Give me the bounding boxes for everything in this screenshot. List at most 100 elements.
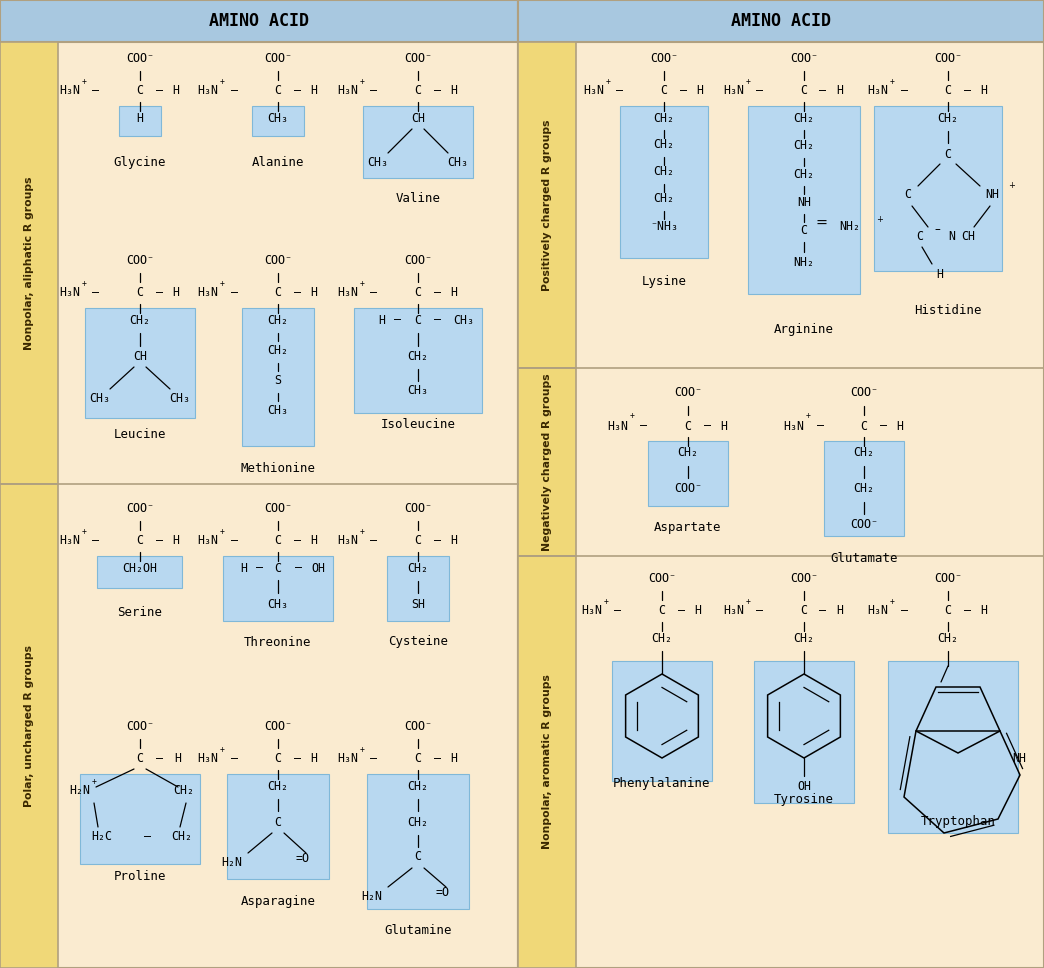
Text: H₃N: H₃N [867,604,888,618]
Text: Arginine: Arginine [774,322,834,336]
Bar [119,106,161,136]
Text: COO⁻: COO⁻ [126,51,155,65]
Text: C: C [945,84,951,98]
Text: CH₂: CH₂ [938,631,958,645]
Text: Histidine: Histidine [915,305,981,318]
Text: CH₃: CH₃ [453,314,475,326]
Text: Polar, uncharged R groups: Polar, uncharged R groups [24,645,34,807]
Text: Cysteine: Cysteine [388,634,448,648]
Text: –: – [680,84,687,98]
Text: H: H [310,534,317,548]
Text: CH₃: CH₃ [448,157,469,169]
Text: C: C [275,287,282,299]
Text: Valine: Valine [396,193,441,205]
Text: CH₂: CH₂ [171,831,192,843]
Text: +: + [746,76,751,85]
Text: CH: CH [133,349,147,362]
Text: COO⁻: COO⁻ [674,482,702,496]
Text: H: H [720,419,728,433]
Text: H₂N: H₂N [69,784,90,798]
Text: H: H [451,84,457,98]
Text: H: H [836,604,844,618]
Text: C: C [414,287,422,299]
Text: –: – [433,534,441,548]
Text: H₃N: H₃N [197,534,218,548]
Text: H: H [379,314,385,326]
Text: –: – [615,604,621,618]
Text: H₃N: H₃N [783,419,804,433]
Text: –: – [757,84,763,98]
Text: =O: =O [295,853,309,865]
Text: H: H [310,287,317,299]
Text: +: + [360,527,364,535]
Bar [387,556,449,621]
Bar [0,42,58,484]
Text: C: C [414,314,422,326]
Text: H₃N: H₃N [60,534,80,548]
Text: SH: SH [411,597,425,611]
Text: COO⁻: COO⁻ [790,51,818,65]
Text: CH₃: CH₃ [267,597,288,611]
Text: C: C [137,534,143,548]
Text: +: + [806,411,811,420]
Text: H: H [451,287,457,299]
Bar [354,308,482,413]
Bar [367,774,469,909]
Text: H: H [174,752,182,766]
Text: COO⁻: COO⁻ [264,719,292,733]
Text: Aspartate: Aspartate [655,522,721,534]
Text: –: – [901,604,907,618]
Text: CH₂: CH₂ [654,193,674,205]
Text: ⁻NH₃: ⁻NH₃ [650,220,678,232]
Text: C: C [801,84,807,98]
Text: H: H [451,534,457,548]
Text: CH₃: CH₃ [267,111,288,125]
Bar [748,106,860,294]
Text: C: C [275,561,282,574]
Text: +: + [220,744,224,753]
Text: CH₃: CH₃ [367,157,388,169]
Text: CH₃: CH₃ [407,384,428,398]
Bar [620,106,708,258]
Text: COO⁻: COO⁻ [850,386,878,400]
Bar [824,441,904,536]
Text: CH₂: CH₂ [407,779,428,793]
Bar [754,661,854,803]
Text: –: – [395,314,402,326]
Text: +: + [220,279,224,287]
Text: +: + [92,776,97,785]
Text: H₃N: H₃N [337,534,358,548]
Text: CH₂: CH₂ [793,139,814,153]
Bar [80,774,200,864]
Text: CH₂: CH₂ [173,784,194,798]
Text: –: – [293,84,301,98]
Text: –: – [434,314,442,326]
Text: =O: =O [435,887,449,899]
Text: H: H [172,534,180,548]
Text: C: C [414,84,422,98]
Text: Nonpolar, aliphatic R groups: Nonpolar, aliphatic R groups [24,176,34,349]
Text: Threonine: Threonine [244,637,312,650]
Text: COO⁻: COO⁻ [404,501,432,515]
Text: C: C [685,419,691,433]
Text: +: + [220,76,224,85]
Text: –: – [156,287,163,299]
Text: –: – [641,419,647,433]
Text: CH₂: CH₂ [129,314,150,326]
Text: Nonpolar, aromatic R groups: Nonpolar, aromatic R groups [542,675,552,850]
Text: +: + [82,279,87,287]
Text: H₃N: H₃N [723,604,744,618]
Text: –: – [144,831,151,843]
Text: Proline: Proline [114,870,166,884]
Text: +: + [746,596,751,606]
Text: H₃N: H₃N [197,752,218,766]
Text: Leucine: Leucine [114,429,166,441]
Text: COO⁻: COO⁻ [264,254,292,266]
Text: –: – [257,561,263,574]
Text: NH: NH [1012,752,1026,766]
Bar [242,308,314,446]
Text: Phenylalanine: Phenylalanine [613,776,711,790]
Text: H: H [451,752,457,766]
Text: –: – [231,287,237,299]
Text: –: – [678,604,685,618]
